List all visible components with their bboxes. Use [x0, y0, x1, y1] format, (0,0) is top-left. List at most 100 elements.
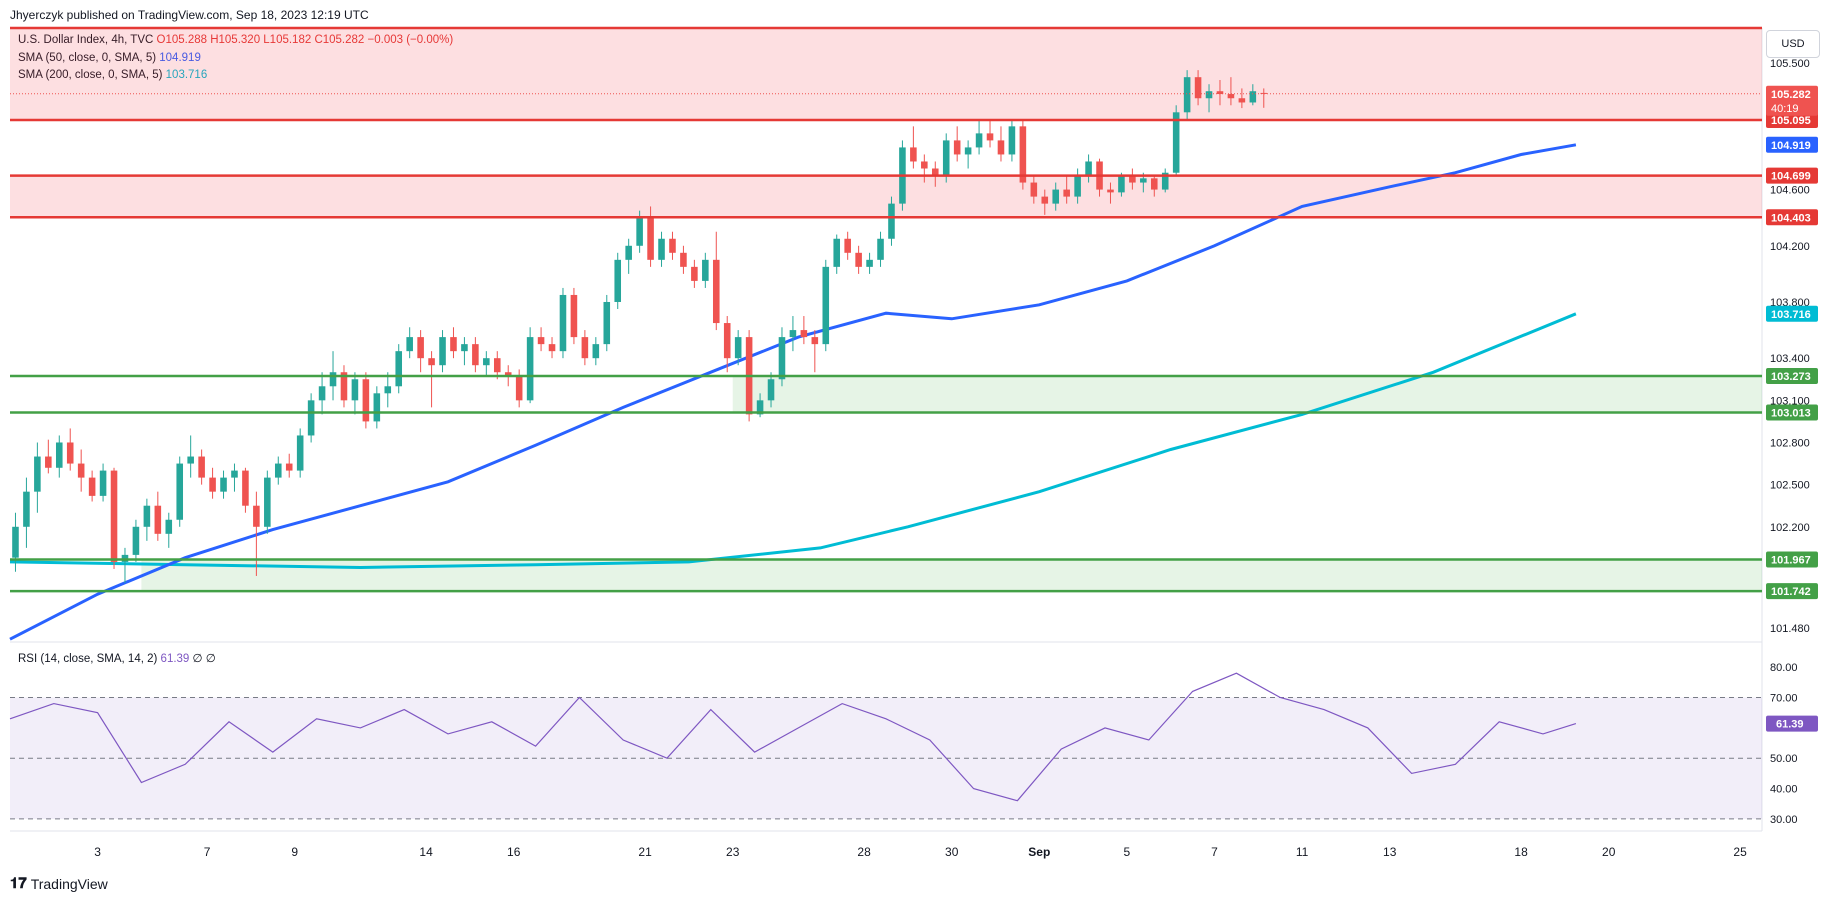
candle-body	[362, 379, 370, 422]
candle-body	[680, 252, 687, 267]
candle	[1063, 175, 1070, 204]
y-tick-label: 103.400	[1770, 353, 1810, 365]
candle	[1227, 77, 1235, 106]
candle-body	[526, 337, 534, 401]
candle-body	[395, 351, 403, 387]
candle-body	[1216, 91, 1224, 95]
badge-countdown: 40:19	[1771, 103, 1799, 115]
candle-body	[537, 337, 545, 345]
candle-body	[1161, 172, 1169, 190]
candle-body	[143, 505, 151, 527]
candle-body	[187, 456, 194, 464]
x-tick-label: 30	[945, 845, 959, 859]
candle-body	[88, 477, 96, 496]
candle	[450, 327, 457, 359]
candle	[592, 337, 600, 366]
candle	[537, 327, 545, 352]
candle	[198, 449, 205, 485]
candle-body	[1205, 91, 1213, 99]
candle	[417, 330, 424, 373]
x-tick-label: 21	[638, 845, 652, 859]
candle	[439, 330, 446, 373]
candle	[55, 435, 63, 478]
candle	[526, 327, 534, 404]
sma50-legend: SMA (50, close, 0, SMA, 5) 104.919	[18, 52, 201, 64]
candle	[625, 238, 632, 274]
tradingview-logo-icon: 𝟏𝟕	[10, 875, 27, 892]
badge-bg	[1766, 404, 1818, 421]
symbol-name: U.S. Dollar Index, 4h, TVC	[18, 34, 154, 46]
candle-body	[986, 133, 994, 141]
candle	[1052, 182, 1060, 211]
candle-body	[351, 379, 359, 401]
candle-body	[77, 463, 85, 478]
candle-body	[1063, 189, 1070, 197]
candle	[493, 351, 501, 380]
x-tick-label: 18	[1514, 845, 1528, 859]
rsi-label: RSI (14, close, SMA, 14, 2)	[18, 653, 158, 665]
x-tick-label: 13	[1383, 845, 1397, 859]
x-tick-label: 28	[857, 845, 871, 859]
x-tick-label: 14	[419, 845, 433, 859]
candle	[702, 252, 709, 288]
candle	[45, 439, 52, 474]
candle-body	[274, 463, 282, 478]
badge-label: 103.013	[1771, 408, 1811, 420]
candle	[811, 330, 819, 373]
x-tick-label: 23	[726, 845, 740, 859]
candle	[953, 126, 961, 162]
candle	[986, 119, 994, 148]
candle	[504, 365, 512, 387]
candle-body	[877, 238, 884, 260]
candle	[931, 161, 939, 187]
rsi-tick-label: 80.00	[1770, 662, 1798, 674]
candle	[351, 372, 359, 415]
candle	[669, 231, 676, 260]
candle-body	[910, 147, 917, 162]
tradingview-branding[interactable]: 𝟏𝟕 TradingView	[10, 875, 108, 892]
candle-body	[866, 259, 873, 267]
candle-body	[756, 400, 764, 415]
rsi-band	[10, 697, 1762, 819]
candle-body	[12, 526, 19, 558]
candle-body	[472, 344, 479, 366]
candle	[264, 470, 271, 534]
candle	[745, 330, 753, 422]
support-zone	[732, 376, 1763, 413]
rsi-tick-label: 40.00	[1770, 784, 1798, 796]
candle-body	[1183, 77, 1191, 113]
candle	[1238, 88, 1246, 109]
candle	[964, 140, 972, 169]
candle-body	[515, 375, 523, 401]
candle-body	[23, 491, 30, 527]
candle-body	[953, 140, 961, 155]
candle-body	[1172, 112, 1180, 173]
candle	[143, 498, 151, 541]
candle-body	[1052, 189, 1060, 204]
x-tick-label: 5	[1124, 845, 1131, 859]
candle	[1096, 158, 1103, 197]
candle-body	[855, 252, 862, 267]
x-tick-label: 16	[507, 845, 521, 859]
candle	[712, 231, 720, 331]
currency-button[interactable]: USD	[1766, 30, 1820, 58]
candle-body	[428, 358, 435, 366]
candle	[1249, 84, 1257, 106]
candle-body	[231, 470, 238, 478]
candle	[1129, 168, 1136, 190]
candle-body	[931, 168, 939, 176]
candle-body	[439, 337, 446, 366]
candle	[691, 259, 698, 288]
candle-body	[745, 337, 753, 415]
candle-body	[34, 456, 41, 492]
candle	[680, 245, 687, 274]
candle	[428, 351, 435, 408]
candle	[77, 449, 85, 492]
candle-body	[1096, 161, 1103, 190]
candle	[110, 467, 118, 569]
candle	[636, 210, 643, 253]
support-zone	[141, 559, 1762, 592]
candle	[176, 456, 184, 527]
candle-body	[165, 519, 173, 534]
